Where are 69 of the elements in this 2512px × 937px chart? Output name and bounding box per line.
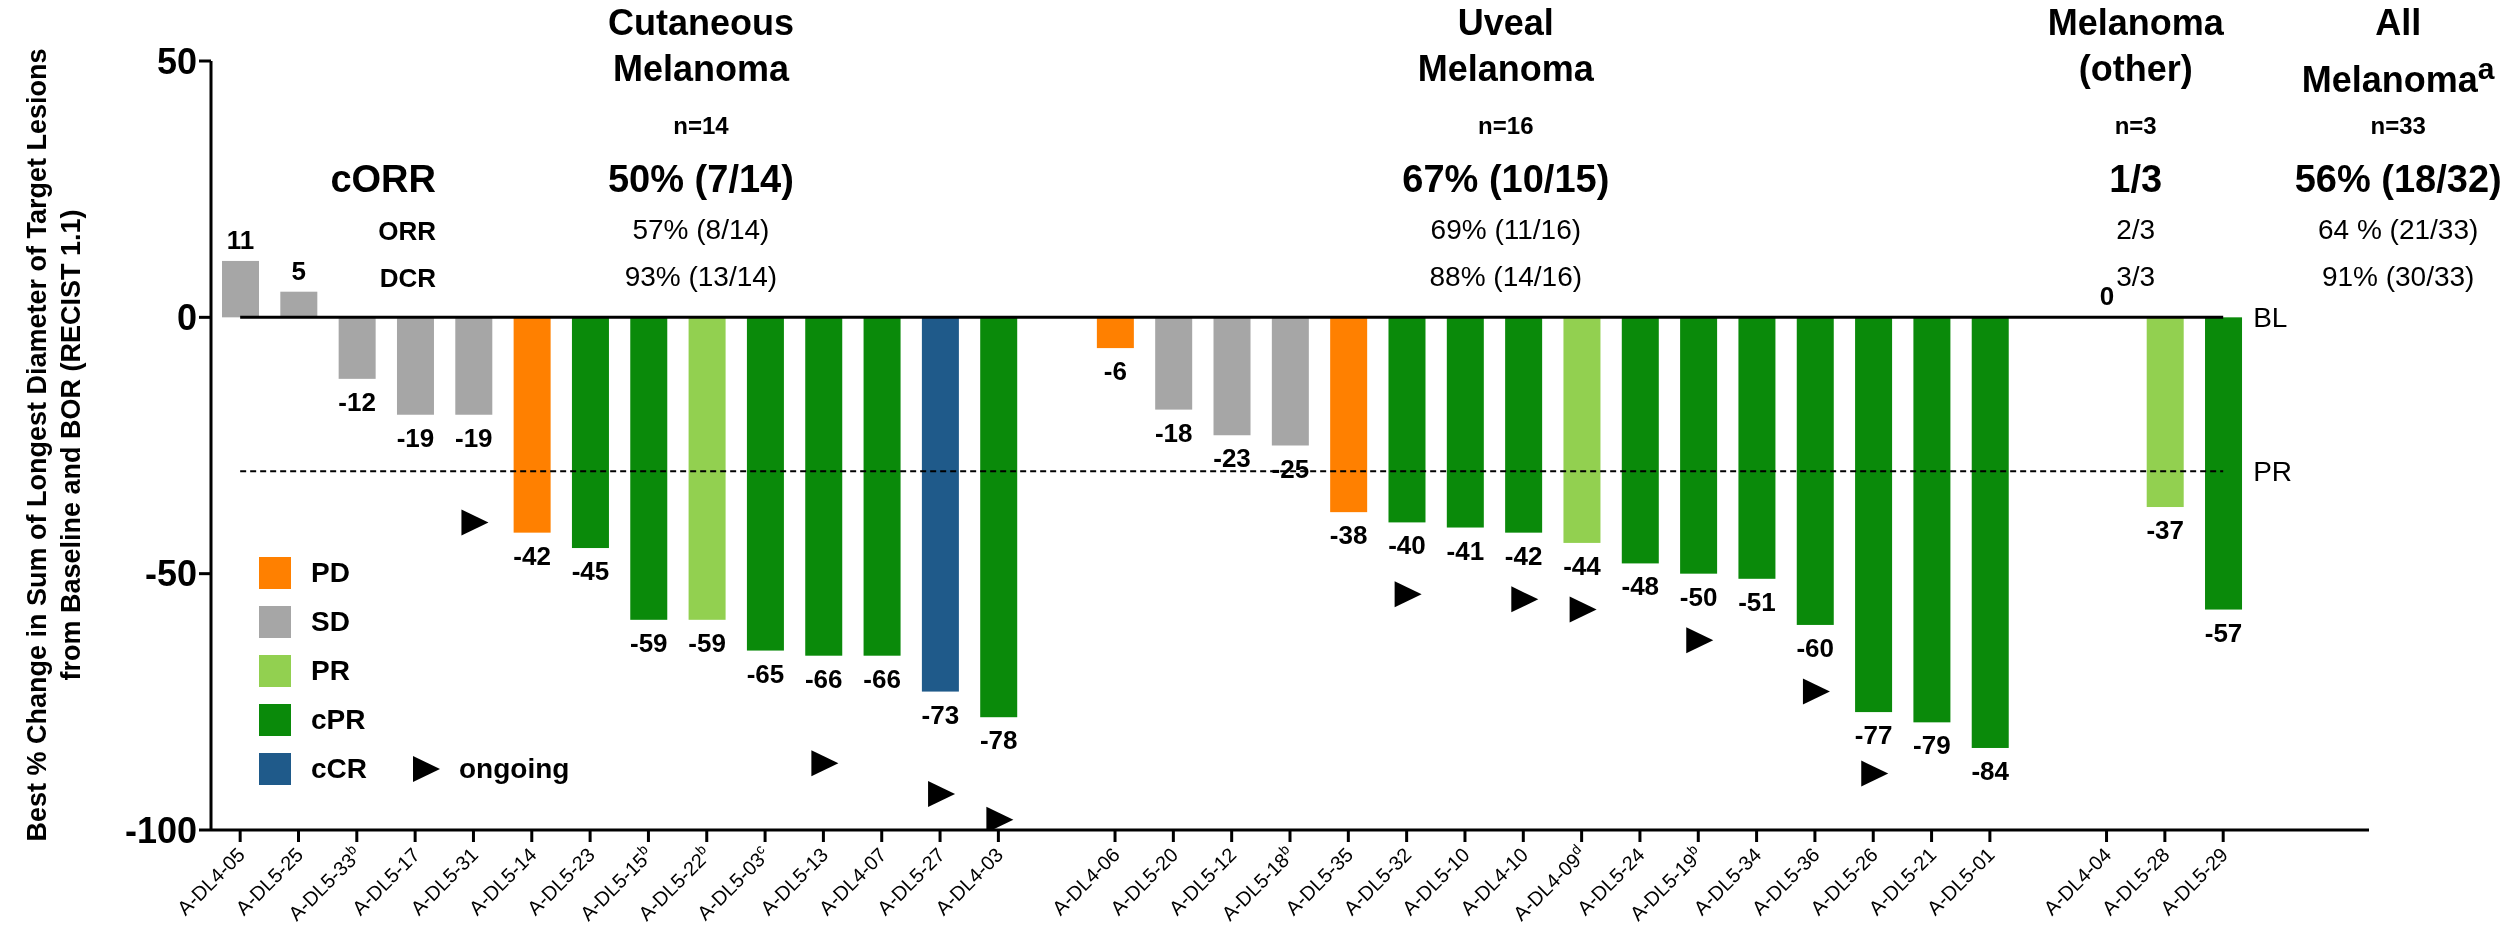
annotation: 57% (8/14) [632,214,770,246]
data-label: -18 [1154,417,1193,448]
legend-label: PR [311,654,350,687]
legend-label: SD [311,605,350,638]
data-label: 5 [291,255,307,286]
annotation: DCR [379,263,436,294]
annotation: ORR [378,216,436,247]
data-label: 0 [2099,281,2115,312]
annotation: Uveal Melanoma [1416,1,1595,91]
data-label: -42 [1504,540,1543,571]
data-label: -12 [338,386,376,417]
data-label: -65 [746,658,785,689]
annotation: 1/3 [2109,158,2163,201]
data-label: -59 [629,627,668,658]
y-tick-label: 50 [156,40,197,82]
data-label: -51 [1738,586,1776,617]
annotation: cORR [330,158,436,201]
data-label: -40 [1388,530,1426,561]
data-label: -73 [921,699,960,730]
annotation: 93% (13/14) [624,261,778,293]
annotation: 88% (14/16) [1429,261,1583,293]
data-label: -6 [1103,356,1127,387]
annotation: n=14 [673,112,729,140]
legend-label: cPR [311,703,366,736]
data-label: -45 [571,556,610,587]
y-axis-title: Best % Change in Sum of Longest Diameter of Target Lesions from Baseline and BOR (RECIST 1.1) [21,47,87,844]
annotation: Cutaneous Melanoma [606,1,795,91]
data-label: -79 [1913,730,1951,761]
annotation: 50% (7/14) [607,158,794,201]
data-label: -84 [1971,755,2010,786]
data-label: -19 [455,422,493,453]
annotation: n=16 [1478,112,1534,140]
legend-label: cCR [311,752,368,785]
legend-label: ongoing [459,752,570,785]
annotation: 2/3 [2116,214,2156,246]
data-label: -57 [2204,617,2243,648]
data-label: -44 [1563,550,1602,581]
ref-line-label: PR [2253,456,2293,488]
data-label: -19 [396,422,435,453]
data-label: -38 [1329,520,1368,551]
text: n=33 [2370,112,2426,140]
data-label: -50 [1679,581,1718,612]
ref-line-label: BL [2253,302,2288,334]
y-tick-label: -50 [144,553,197,595]
data-label: -66 [863,663,901,694]
data-label: -42 [513,540,551,571]
data-label: -66 [804,663,843,694]
annotation: 67% (10/15) [1402,158,1610,201]
annotation: 3/3 [2116,261,2156,293]
data-label: -59 [688,627,726,658]
annotation: All Melanoma$^{a}$ [2300,1,2496,102]
data-label: 11 [226,224,255,255]
data-label: -77 [1854,720,1893,751]
legend-label: PD [311,556,350,589]
y-tick-label: -100 [124,809,197,851]
annotation: 91% (30/33) [2321,261,2475,293]
annotation: 64 % (21/33) [2317,214,2479,246]
data-label: -23 [1213,443,1251,474]
data-label: -37 [2146,515,2184,546]
annotation: Melanoma (other) [2046,1,2225,91]
data-label: -60 [1796,632,1835,663]
data-label: -78 [979,725,1018,756]
data-label: -48 [1621,571,1660,602]
annotation: 56% (18/32) [2294,158,2502,201]
y-tick-label: 0 [176,297,197,339]
annotation: n=3 [2114,112,2157,140]
data-label: -41 [1446,535,1485,566]
data-label: -25 [1271,453,1310,484]
annotation: 69% (11/16) [1430,214,1582,246]
